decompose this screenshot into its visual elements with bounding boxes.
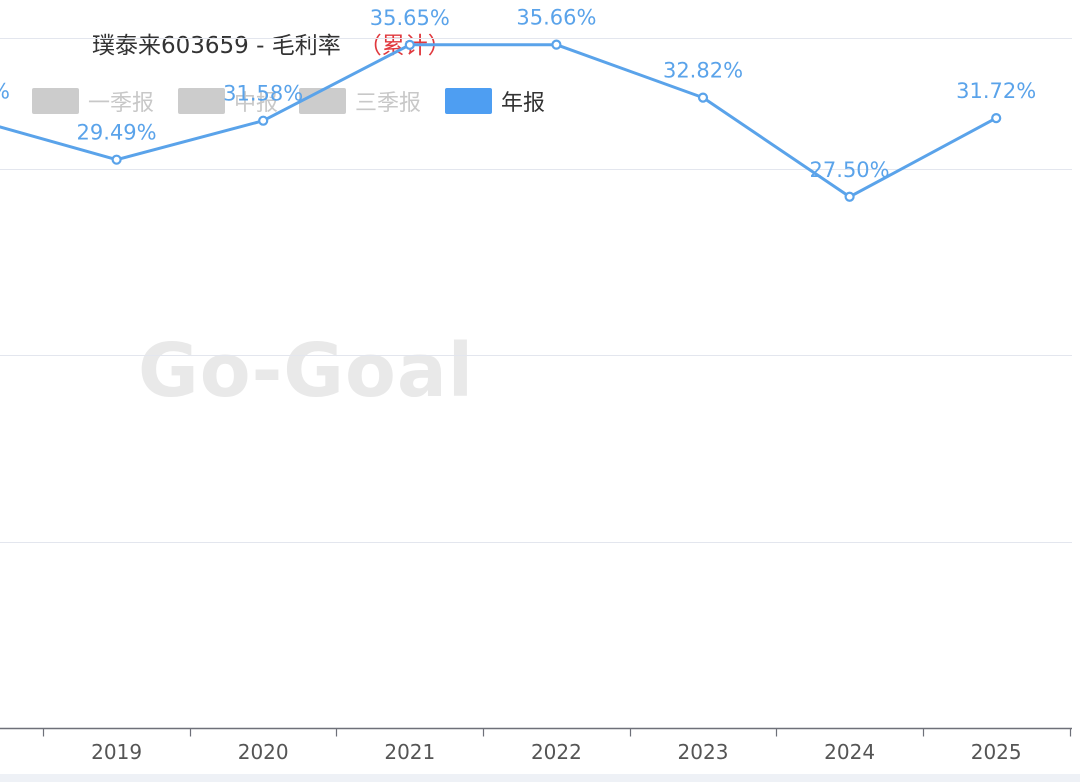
data-point-2022 bbox=[551, 39, 562, 50]
data-label-2024: 27.50% bbox=[810, 158, 890, 182]
data-point-2025 bbox=[991, 112, 1002, 124]
data-point-2024 bbox=[844, 191, 855, 202]
data-label-2022: 35.66% bbox=[516, 6, 596, 30]
data-point-2020 bbox=[258, 115, 269, 126]
legend-item-half[interactable]: 中报 bbox=[178, 86, 278, 116]
legend-swatch-half bbox=[178, 88, 225, 114]
legend-item-q1[interactable]: 一季报 bbox=[32, 86, 154, 116]
watermark: Go-Goal bbox=[138, 328, 475, 414]
x-tick-label-2024: 2024 bbox=[824, 740, 875, 764]
legend-label-half: 中报 bbox=[234, 91, 279, 116]
legend-swatch-q1 bbox=[32, 88, 79, 114]
data-label-2019: 29.49% bbox=[77, 121, 157, 145]
legend-label-annual: 年报 bbox=[501, 91, 546, 116]
series-line-annual bbox=[0, 43, 998, 199]
x-tick-label-2025: 2025 bbox=[971, 740, 1022, 764]
legend-swatch-annual bbox=[445, 88, 492, 114]
x-tick-label-2022: 2022 bbox=[531, 740, 582, 764]
data-point-2023 bbox=[697, 92, 709, 103]
x-tick-label-2019: 2019 bbox=[91, 740, 142, 764]
legend-label-q3: 三季报 bbox=[355, 91, 422, 116]
legend-swatch-q3 bbox=[299, 88, 346, 114]
x-tick-label-2021: 2021 bbox=[384, 740, 435, 764]
data-label-2025: 31.72% bbox=[956, 79, 1036, 103]
data-point-2019 bbox=[111, 154, 122, 165]
x-tick-label-2020: 2020 bbox=[238, 740, 289, 764]
legend-item-q3[interactable]: 三季报 bbox=[299, 86, 421, 116]
data-label-2023: 32.82% bbox=[663, 59, 743, 83]
data-label-2021: 35.65% bbox=[370, 6, 450, 30]
data-point-2021 bbox=[404, 39, 415, 50]
scroll-strip bbox=[0, 774, 1080, 782]
legend-item-annual[interactable]: 年报 bbox=[445, 86, 545, 116]
chart-title-main: 璞泰来603659 - 毛利率 bbox=[92, 33, 341, 59]
data-label-2018: % bbox=[0, 79, 10, 103]
x-tick-label-2023: 2023 bbox=[678, 740, 729, 764]
data-label-2020: 31.58% bbox=[223, 82, 303, 106]
legend-label-q1: 一季报 bbox=[88, 91, 155, 116]
